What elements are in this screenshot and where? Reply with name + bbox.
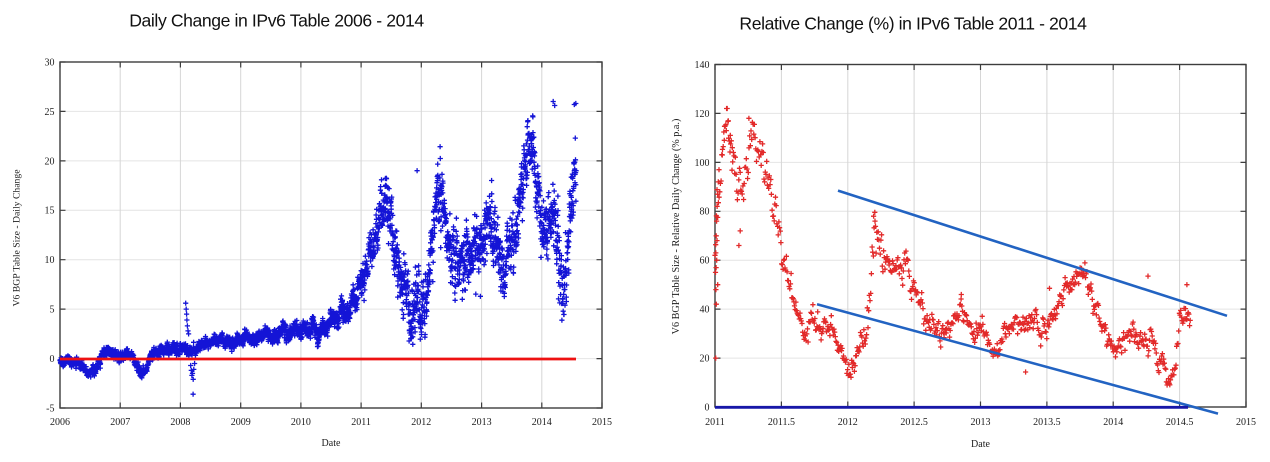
svg-text:0: 0: [705, 402, 710, 413]
svg-text:Daily Change in IPv6 Table 200: Daily Change in IPv6 Table 2006 - 2014: [129, 10, 424, 30]
svg-text:80: 80: [700, 207, 710, 218]
svg-text:2014: 2014: [1103, 417, 1123, 428]
svg-text:-5: -5: [46, 403, 54, 414]
svg-text:2011.5: 2011.5: [768, 417, 795, 428]
svg-text:V6 BGP Table Size - Daily Chan: V6 BGP Table Size - Daily Change: [12, 169, 23, 306]
svg-text:2006: 2006: [50, 417, 70, 428]
svg-text:2013: 2013: [971, 417, 991, 428]
svg-text:2011: 2011: [351, 417, 371, 428]
svg-text:20: 20: [700, 354, 710, 365]
svg-text:100: 100: [695, 158, 710, 169]
svg-text:15: 15: [45, 206, 55, 217]
svg-text:2012.5: 2012.5: [900, 417, 928, 428]
svg-text:5: 5: [50, 305, 55, 316]
svg-text:2011: 2011: [705, 417, 725, 428]
svg-text:140: 140: [695, 60, 710, 71]
svg-text:2013: 2013: [472, 417, 492, 428]
svg-text:2012: 2012: [838, 417, 858, 428]
svg-text:20: 20: [45, 156, 55, 167]
svg-text:2015: 2015: [1236, 417, 1256, 428]
svg-text:120: 120: [695, 109, 710, 120]
svg-text:2013.5: 2013.5: [1033, 417, 1061, 428]
svg-text:2014.5: 2014.5: [1166, 417, 1194, 428]
svg-text:2007: 2007: [110, 417, 130, 428]
svg-text:2010: 2010: [291, 417, 311, 428]
svg-text:2008: 2008: [170, 417, 190, 428]
svg-text:0: 0: [50, 354, 55, 365]
svg-text:60: 60: [700, 256, 710, 267]
svg-text:Relative Change (%) in IPv6 Ta: Relative Change (%) in IPv6 Table 2011 -…: [739, 14, 1087, 34]
svg-text:2014: 2014: [532, 417, 552, 428]
svg-text:Date: Date: [971, 439, 990, 450]
svg-text:2009: 2009: [231, 417, 251, 428]
svg-text:25: 25: [45, 107, 55, 118]
svg-text:2015: 2015: [592, 417, 612, 428]
svg-text:Date: Date: [322, 438, 341, 449]
svg-text:V6 BGP Table Size - Relative D: V6 BGP Table Size - Relative Daily Chang…: [671, 119, 682, 335]
svg-text:2012: 2012: [411, 417, 431, 428]
svg-text:40: 40: [700, 305, 710, 316]
svg-text:30: 30: [45, 57, 55, 68]
svg-text:10: 10: [45, 255, 55, 266]
